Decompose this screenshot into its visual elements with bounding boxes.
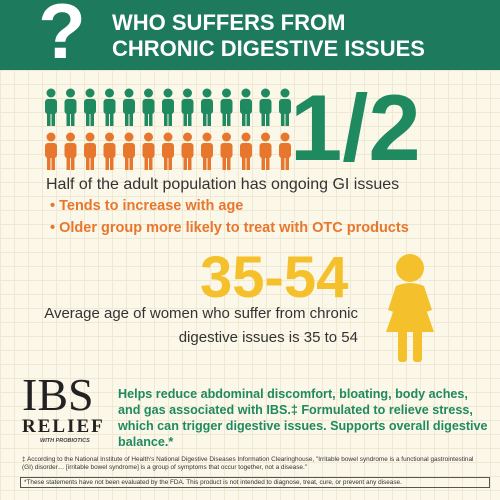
title: WHO SUFFERS FROM CHRONIC DIGESTIVE ISSUE… bbox=[112, 10, 425, 61]
footnote: ‡ According to the National Institute of… bbox=[22, 456, 474, 471]
person-icon bbox=[240, 132, 252, 170]
bullet-text: Tends to increase with age bbox=[59, 198, 244, 214]
person-icon bbox=[259, 88, 272, 126]
person-icon bbox=[84, 132, 96, 170]
disclaimer: *These statements have not been evaluate… bbox=[20, 477, 490, 488]
svg-text:?: ? bbox=[38, 0, 86, 70]
person-icon bbox=[162, 88, 174, 126]
people-icons bbox=[45, 88, 291, 170]
age-text: Average age of women who suffer from chr… bbox=[44, 305, 358, 346]
person-icon bbox=[142, 132, 155, 170]
woman-icon bbox=[386, 254, 434, 362]
person-icon bbox=[45, 132, 57, 170]
person-icon bbox=[45, 88, 57, 126]
person-icon bbox=[142, 88, 155, 126]
person-icon bbox=[64, 132, 77, 170]
person-icon bbox=[181, 132, 194, 170]
person-icon bbox=[279, 132, 291, 170]
person-icon bbox=[123, 132, 135, 170]
logo-tag: WITH PROBIOTICS bbox=[40, 438, 90, 444]
bullet-text: Older group more likely to treat with OT… bbox=[59, 220, 409, 236]
person-icon bbox=[103, 88, 116, 126]
person-icon bbox=[220, 88, 233, 126]
person-icon bbox=[201, 132, 213, 170]
logo-brand: IBS bbox=[22, 369, 94, 420]
logo-sub: RELIEF bbox=[22, 416, 105, 437]
person-icon bbox=[240, 88, 252, 126]
age-value: 35-54 bbox=[200, 245, 349, 310]
person-icon bbox=[84, 88, 96, 126]
description: Helps reduce abdominal discomfort, bloat… bbox=[118, 387, 488, 449]
stat-text: Half of the adult population has ongoing… bbox=[46, 176, 400, 193]
person-icon bbox=[123, 88, 135, 126]
header-band bbox=[0, 0, 500, 70]
person-icon bbox=[162, 132, 174, 170]
person-icon bbox=[279, 88, 291, 126]
question-icon: ? bbox=[38, 0, 86, 70]
stat-value: 1/2 bbox=[290, 75, 421, 180]
person-icon bbox=[201, 88, 213, 126]
person-icon bbox=[64, 88, 77, 126]
person-icon bbox=[103, 132, 116, 170]
person-icon bbox=[220, 132, 233, 170]
bullet: • Older group more likely to treat with … bbox=[50, 220, 409, 236]
person-icon bbox=[259, 132, 272, 170]
bullet: • Tends to increase with age bbox=[50, 198, 244, 214]
person-icon bbox=[181, 88, 194, 126]
